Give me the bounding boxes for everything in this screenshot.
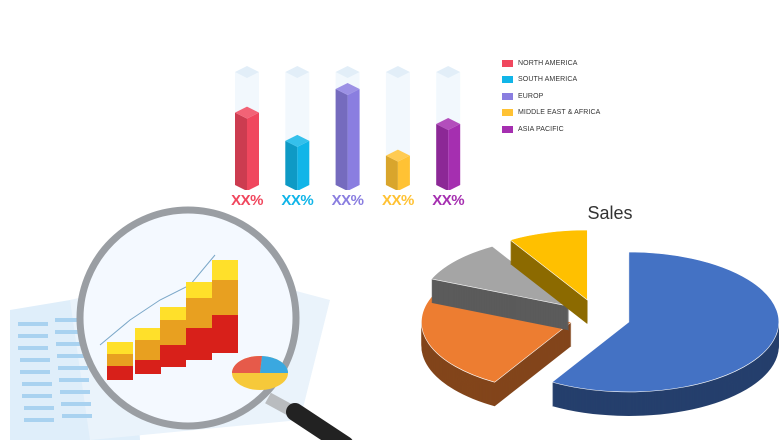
lens-mini-pie	[231, 355, 289, 390]
bar-value-label: XX%	[432, 192, 465, 209]
bar-left-face	[385, 155, 398, 190]
bar-legend: NORTH AMERICA SOUTH AMERICA EUROP MIDDLE EA…	[502, 55, 600, 138]
legend-item: SOUTH AMERICA	[502, 72, 600, 89]
bar-top-face	[235, 106, 259, 119]
bar-top-face	[335, 82, 360, 95]
bar-top-face	[436, 117, 461, 130]
bar-0	[235, 66, 259, 190]
bar-left-face	[285, 140, 298, 190]
bar-value-label: XX%	[331, 192, 364, 209]
bar-track-cap	[335, 66, 360, 78]
legend-swatch	[502, 76, 513, 84]
bar-value-label: XX%	[281, 192, 314, 209]
legend-swatch	[502, 59, 513, 67]
legend-label: EUROP	[518, 92, 544, 100]
legend-item: ASIA PACIFIC	[502, 121, 600, 138]
legend-label: NORTH AMERICA	[518, 59, 578, 67]
legend-swatch	[502, 92, 513, 100]
sheet-table-rows	[18, 318, 92, 422]
bar-track-cap	[285, 66, 310, 78]
lens-bars	[107, 260, 238, 380]
lens-trend-line	[99, 254, 216, 346]
bar-right-face	[347, 88, 360, 190]
bar-right-face	[247, 112, 259, 190]
bar-value-label: XX%	[381, 192, 414, 209]
legend-label: MIDDLE EAST & AFRICA	[518, 109, 601, 117]
bar-right-face	[297, 140, 310, 190]
bar-chart	[235, 66, 461, 190]
bar-left-face	[436, 123, 449, 190]
bar-3	[385, 66, 410, 190]
magnifier-handle	[286, 403, 353, 440]
legend-swatch	[502, 109, 513, 117]
bar-left-face	[235, 112, 247, 190]
bar-track-cap	[235, 66, 259, 78]
bar-value-label: XX%	[231, 192, 263, 209]
bar-2	[335, 66, 360, 190]
legend-label: SOUTH AMERICA	[518, 76, 578, 84]
legend-item: MIDDLE EAST & AFRICA	[502, 105, 600, 122]
bar-left-face	[335, 88, 348, 190]
pie-title: Sales	[587, 203, 633, 223]
bar-4	[436, 66, 461, 190]
bar-top-face	[285, 134, 310, 147]
legend-label: ASIA PACIFIC	[518, 125, 564, 133]
bar-track-cap	[436, 66, 461, 78]
magnifier-handle-neck	[265, 392, 293, 416]
legend-swatch	[502, 125, 513, 133]
bar-right-face	[397, 155, 410, 190]
bar-1	[285, 66, 310, 190]
bar-top-face	[385, 149, 410, 162]
bar-track-cap	[385, 66, 410, 78]
legend-item: EUROP	[502, 88, 600, 105]
bar-right-face	[448, 123, 461, 190]
legend-item: NORTH AMERICA	[502, 55, 600, 72]
